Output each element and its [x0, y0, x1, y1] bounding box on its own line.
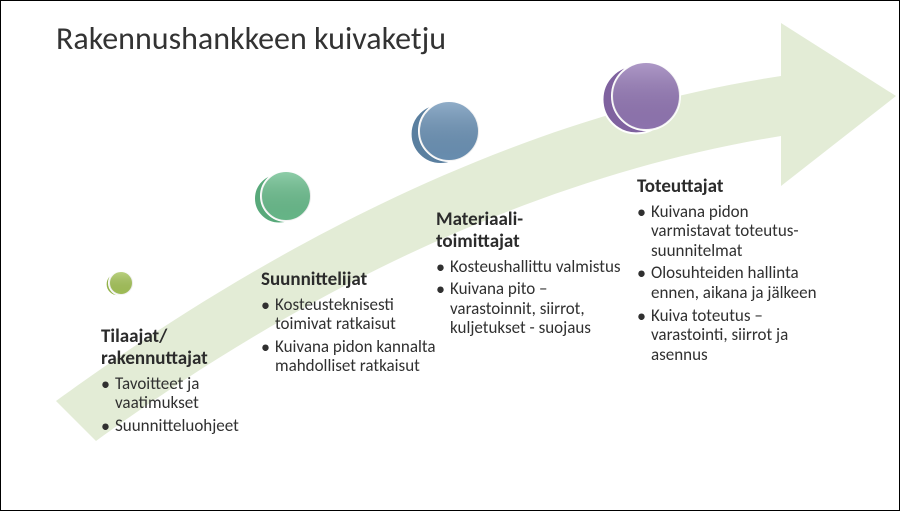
- stage-marker-1: [254, 171, 311, 224]
- stage-heading-line1: Materiaali-: [436, 208, 523, 231]
- slide-title: Rakennushankkeen kuivaketju: [56, 19, 446, 58]
- stage-2: Materiaali-toimittajatKosteushallittu va…: [436, 209, 621, 341]
- bullet: Kuivana pidon kannalta mahdolliset ratka…: [261, 337, 446, 376]
- stage-marker-0: [106, 271, 133, 296]
- stage-heading-line1: Tilaajat/: [101, 325, 167, 348]
- stage-bullets: Kuivana pidon varmistavat toteutus­suunn…: [637, 202, 822, 364]
- slide-frame: Rakennushankkeen kuivaketju Tilaajat/rak…: [0, 0, 900, 511]
- bullet: Tavoitteet ja vaatimukset: [101, 374, 286, 413]
- stage-heading: Materiaali-toimittajat: [436, 209, 621, 253]
- bullet: Kuivana pidon varmistavat toteutus­suunn…: [637, 202, 822, 261]
- stage-marker-3: [602, 62, 680, 133]
- stage-1: Suunnittelijat Kosteusteknisesti toimivat…: [261, 269, 446, 379]
- stage-0: Tilaajat/rakennuttajatTavoitteet ja vaat…: [101, 326, 286, 438]
- bullet: Kosteushallittu valmistus: [436, 257, 621, 277]
- bullet: Olosuhteiden hallinta ennen, aikana ja j…: [637, 263, 822, 302]
- stage-heading-line2: rakennuttajat: [101, 347, 208, 370]
- stage-3: Toteuttajat Kuivana pidon varmistavat tot…: [637, 176, 822, 367]
- stage-bullets: Kosteushallittu valmistusKuivana pito – …: [436, 257, 621, 338]
- bullet: Kuivana pito – varastoinnit, siirrot, ku…: [436, 279, 621, 338]
- stage-bullets: Kosteusteknisesti toimivat ratkaisutKuiv…: [261, 295, 446, 376]
- stage-marker-2: [411, 101, 479, 164]
- stage-bullets: Tavoitteet ja vaatimukset Suunnitteluohje…: [101, 374, 286, 436]
- stage-heading-line1: Suunnittelijat: [261, 268, 367, 291]
- stage-heading: Toteuttajat: [637, 176, 822, 198]
- stage-heading: Tilaajat/rakennuttajat: [101, 326, 286, 370]
- bullet: Kuiva toteutus – varastointi, siirrot ja…: [637, 306, 822, 365]
- stage-heading-line1: Toteuttajat: [637, 175, 723, 198]
- stage-heading: Suunnittelijat: [261, 269, 446, 291]
- bullet: Suunnitteluohjeet: [101, 416, 286, 436]
- bullet: Kosteusteknisesti toimivat ratkaisut: [261, 295, 446, 334]
- stage-heading-line2: toimittajat: [436, 230, 520, 253]
